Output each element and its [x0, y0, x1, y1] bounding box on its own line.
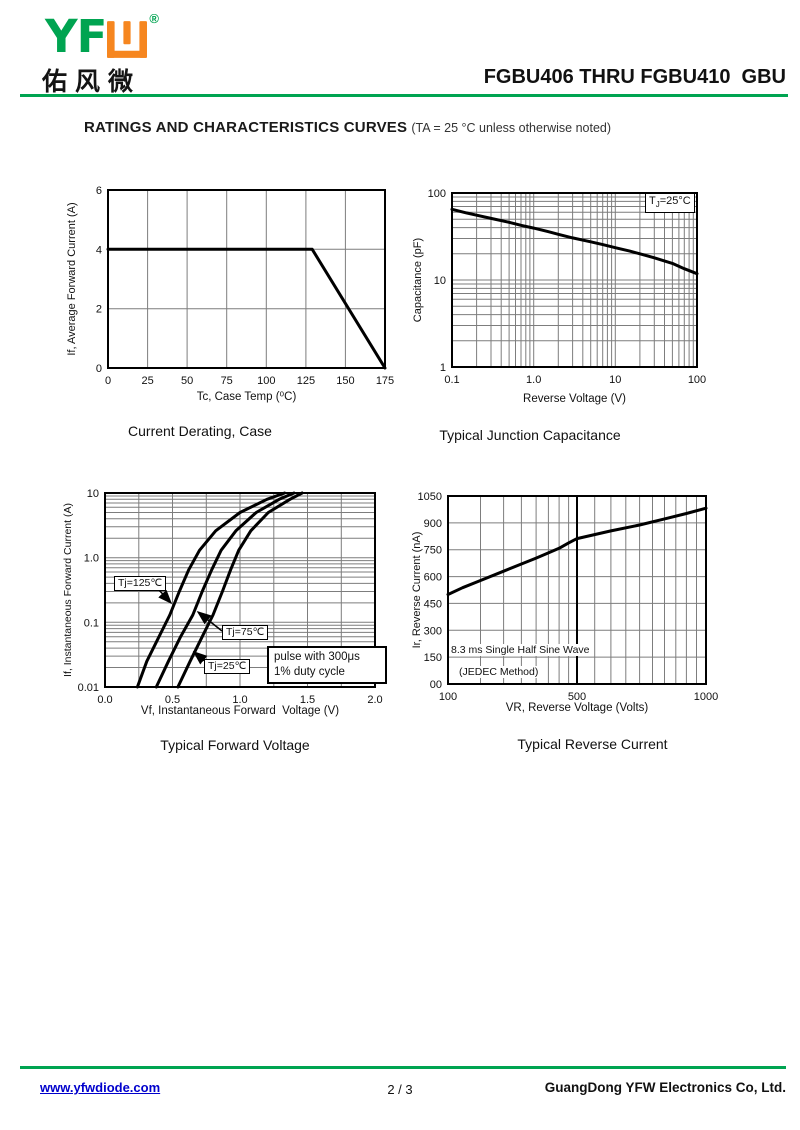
x-axis-label: Reverse Voltage (V)	[523, 393, 626, 405]
junction-capacitance-plot: 0.1 1.0 10 100 1 10 100	[428, 188, 707, 386]
svg-text:150: 150	[336, 375, 354, 387]
svg-text:50: 50	[181, 375, 193, 387]
svg-text:100: 100	[428, 188, 446, 200]
curve-label-tj75: Tj=75℃	[222, 625, 269, 640]
jedec-note-line2: (JEDEC Method)	[457, 666, 541, 678]
svg-text:0.1: 0.1	[84, 617, 99, 629]
svg-text:450: 450	[424, 598, 442, 610]
svg-text:0.01: 0.01	[78, 682, 99, 694]
y-axis-label: Ir, Reverse Current (nA)	[411, 531, 423, 649]
svg-text:0: 0	[105, 375, 111, 387]
svg-text:6: 6	[96, 185, 102, 197]
logo-letters: YF	[45, 10, 107, 63]
footer-divider	[20, 1066, 786, 1069]
svg-text:1050: 1050	[418, 491, 442, 503]
svg-text:600: 600	[424, 572, 442, 584]
svg-text:2.0: 2.0	[367, 694, 382, 706]
svg-text:300: 300	[424, 625, 442, 637]
svg-text:1.5: 1.5	[300, 694, 315, 706]
jedec-note-line1: 8.3 ms Single Half Sine Wave	[449, 644, 592, 656]
chart-caption: Typical Junction Capacitance	[439, 427, 621, 443]
svg-text:0.5: 0.5	[165, 694, 180, 706]
svg-text:75: 75	[221, 375, 233, 387]
svg-text:4: 4	[96, 244, 102, 256]
curve-label-tj25: Tj=25℃	[204, 659, 251, 674]
svg-text:900: 900	[424, 518, 442, 530]
page-number: 2 / 3	[387, 1082, 413, 1097]
chart-current-derating: 0 25 50 75 100 125 150 175 0 2 4 6 If, Average Forw…	[60, 180, 410, 450]
section-heading: RATINGS AND CHARACTERISTICS CURVES (TA =…	[84, 119, 611, 136]
legend-tj-25c: TJ=25°C	[645, 193, 695, 214]
svg-text:10: 10	[434, 275, 446, 287]
chart-forward-voltage: 0.0 0.5 1.0 1.5 2.0 0.01 0.1 1.0 10 If, Instanta…	[60, 480, 410, 770]
svg-text:00: 00	[430, 679, 442, 691]
svg-text:125: 125	[297, 375, 315, 387]
header-divider	[20, 94, 788, 97]
pulse-note-line2: 1% duty cycle	[274, 666, 345, 678]
chart-caption: Typical Reverse Current	[517, 736, 668, 752]
pulse-note-line1: pulse with 300μs	[274, 651, 360, 663]
section-condition: (TA = 25 °C unless otherwise noted)	[411, 121, 612, 135]
svg-text:0: 0	[96, 363, 102, 375]
y-axis-label: If, Instantaneous Forward Current (A)	[62, 503, 74, 677]
svg-text:1: 1	[440, 362, 446, 374]
svg-text:1.0: 1.0	[526, 374, 541, 386]
svg-text:100: 100	[257, 375, 275, 387]
logo-chinese-name: 佑风微	[42, 68, 142, 96]
company-name: GuangDong YFW Electronics Co, Ltd.	[544, 1080, 786, 1095]
svg-text:100: 100	[688, 374, 706, 386]
chart-caption: Current Derating, Case	[128, 423, 272, 439]
x-axis-label: VR, Reverse Voltage (Volts)	[505, 702, 649, 714]
forward-voltage-plot: 0.0 0.5 1.0 1.5 2.0 0.01 0.1 1.0 10	[78, 488, 383, 706]
chart-junction-capacitance: 0.1 1.0 10 100 1 10 100 Capacitance (pF) Rever…	[410, 180, 790, 450]
current-derating-plot: 0 25 50 75 100 125 150 175 0 2 4 6	[96, 185, 394, 387]
section-heading-text: RATINGS AND CHARACTERISTICS CURVES	[84, 119, 408, 136]
svg-text:750: 750	[424, 545, 442, 557]
legend-rest: =25°C	[659, 195, 691, 207]
y-axis-label: Capacitance (pF)	[412, 237, 424, 323]
svg-text:1.0: 1.0	[232, 694, 247, 706]
svg-text:0.1: 0.1	[444, 374, 459, 386]
curve-label-tj125: Tj=125℃	[114, 576, 167, 591]
svg-text:175: 175	[376, 375, 394, 387]
pulse-condition-note: pulse with 300μs 1% duty cycle	[267, 646, 387, 684]
svg-text:0.0: 0.0	[97, 694, 112, 706]
svg-text:1.0: 1.0	[84, 553, 99, 565]
legend-t: T	[649, 195, 656, 207]
svg-text:10: 10	[609, 374, 621, 386]
x-axis-label: Tc, Case Temp (⁰C)	[196, 391, 297, 403]
document-title: FGBU406 THRU FGBU410 GBU	[483, 66, 786, 88]
svg-text:150: 150	[424, 652, 442, 664]
logo-w-icon	[107, 21, 148, 58]
brand-logo: YF ®	[45, 10, 159, 63]
website-link[interactable]: www.yfwdiode.com	[40, 1080, 161, 1095]
svg-text:100: 100	[439, 691, 457, 703]
x-axis-label: Vf, Instantaneous Forward Voltage (V)	[140, 705, 340, 717]
svg-text:2: 2	[96, 304, 102, 316]
svg-text:25: 25	[141, 375, 153, 387]
chart-caption: Typical Forward Voltage	[160, 737, 310, 753]
reverse-current-plot: 100 500 1000 00 150 300 450 600 750 900 1050	[418, 491, 719, 703]
svg-text:10: 10	[87, 488, 99, 500]
svg-text:1000: 1000	[694, 691, 718, 703]
legend-sub: J	[655, 200, 660, 210]
svg-text:500: 500	[568, 691, 586, 703]
y-axis-label: If, Average Forward Current (A)	[66, 202, 78, 356]
registered-trademark-icon: ®	[149, 11, 159, 26]
chart-reverse-current: 100 500 1000 00 150 300 450 600 750 900 1050 Ir, R…	[410, 480, 790, 770]
